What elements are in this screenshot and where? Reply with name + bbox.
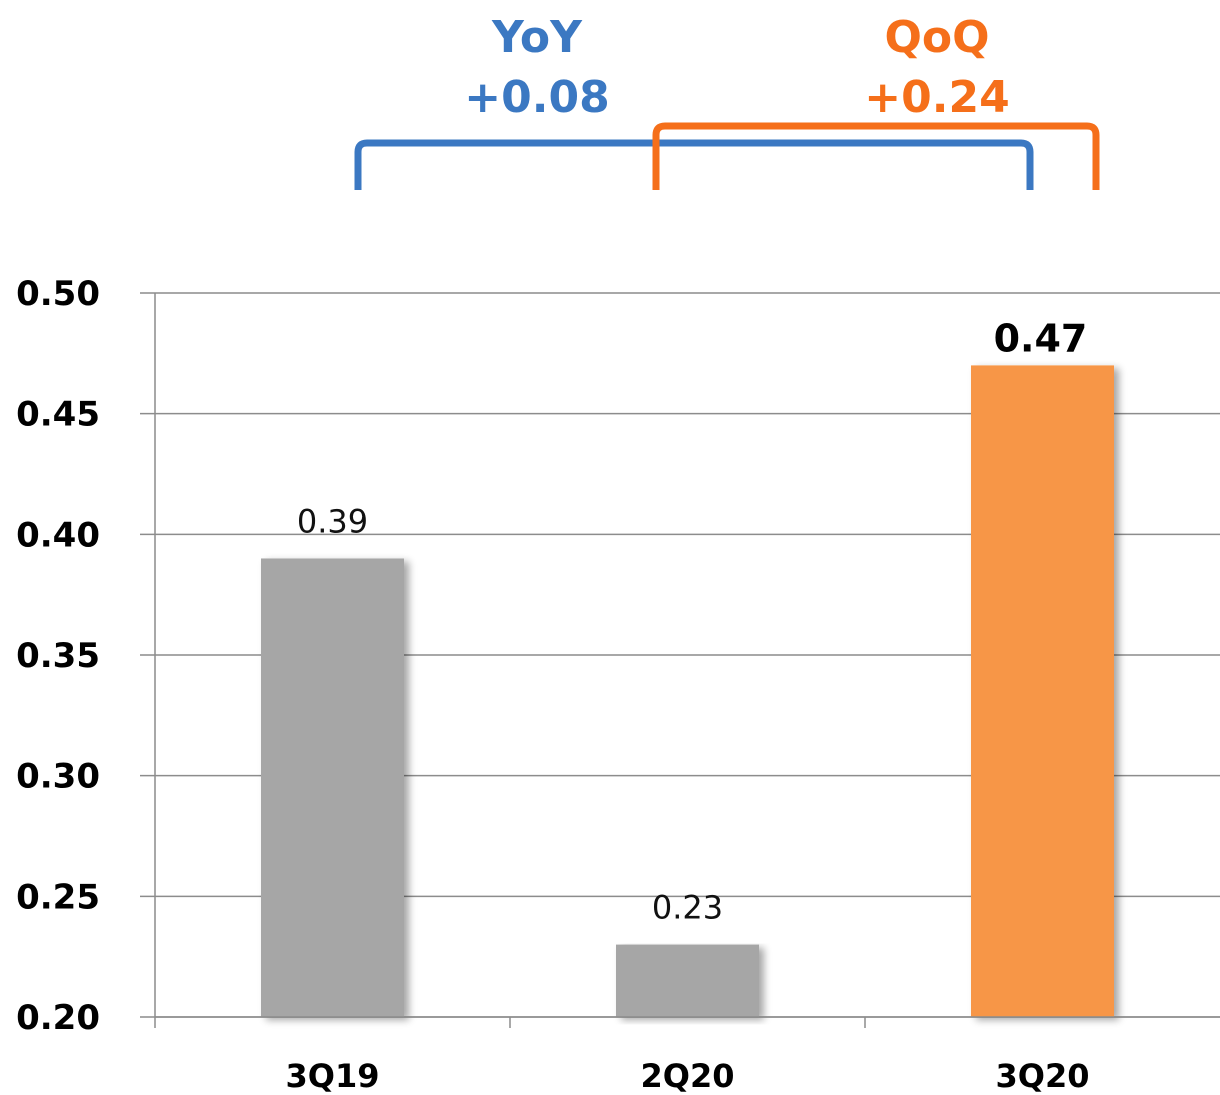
yoy-value: +0.08 <box>464 72 609 123</box>
bars: 0.39 0.23 0.47 <box>261 316 1114 1017</box>
y-tick-label: 0.50 <box>16 274 100 314</box>
x-axis: 3Q19 2Q20 3Q20 <box>154 1016 1220 1095</box>
y-tick-label: 0.45 <box>16 395 100 435</box>
data-label-3Q19: 0.39 <box>297 502 368 540</box>
y-axis: 0.20 0.25 0.30 0.35 0.40 0.45 0.50 <box>16 274 156 1038</box>
data-label-2Q20: 0.23 <box>652 889 723 927</box>
bar-3Q19 <box>261 558 404 1017</box>
qoq-bracket <box>652 122 1100 190</box>
yoy-bracket <box>354 139 1034 190</box>
bar-2Q20 <box>616 944 759 1017</box>
qoq-label: QoQ <box>884 12 989 63</box>
data-label-3Q20: 0.47 <box>994 316 1088 360</box>
qoq-value: +0.24 <box>864 72 1009 123</box>
x-tick-label: 3Q20 <box>996 1057 1090 1095</box>
yoy-annotation: YoY +0.08 <box>354 12 1034 190</box>
y-tick-label: 0.20 <box>16 998 100 1038</box>
bar-3Q20 <box>971 365 1114 1017</box>
y-tick-label: 0.40 <box>16 515 100 555</box>
x-tick-label: 2Q20 <box>641 1057 735 1095</box>
y-tick-label: 0.30 <box>16 757 100 797</box>
x-tick-label: 3Q19 <box>286 1057 380 1095</box>
qoq-annotation: QoQ +0.24 <box>652 12 1100 190</box>
y-tick-label: 0.25 <box>16 877 100 917</box>
y-tick-label: 0.35 <box>16 636 100 676</box>
yoy-label: YoY <box>491 12 583 63</box>
